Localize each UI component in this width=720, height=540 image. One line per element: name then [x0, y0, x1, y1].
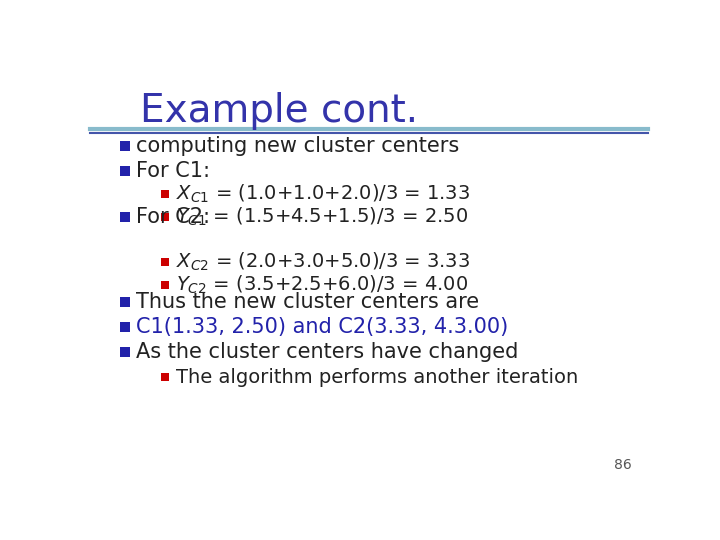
- Text: The algorithm performs another iteration: The algorithm performs another iteration: [176, 368, 579, 387]
- Text: C1(1.33, 2.50) and C2(3.33, 4.3.00): C1(1.33, 2.50) and C2(3.33, 4.3.00): [136, 317, 508, 337]
- Text: Thus the new cluster centers are: Thus the new cluster centers are: [136, 292, 479, 312]
- Text: As the cluster centers have changed: As the cluster centers have changed: [136, 342, 518, 362]
- Text: Example cont.: Example cont.: [140, 92, 418, 130]
- Text: $Y_{C1}$ = (1.5+4.5+1.5)/3 = 2.50: $Y_{C1}$ = (1.5+4.5+1.5)/3 = 2.50: [176, 205, 469, 228]
- Text: $Y_{C2}$ = (3.5+2.5+6.0)/3 = 4.00: $Y_{C2}$ = (3.5+2.5+6.0)/3 = 4.00: [176, 274, 469, 296]
- Text: For C1:: For C1:: [136, 161, 210, 181]
- Text: $X_{C1}$ = (1.0+1.0+2.0)/3 = 1.33: $X_{C1}$ = (1.0+1.0+2.0)/3 = 1.33: [176, 183, 471, 205]
- Text: $X_{C2}$ = (2.0+3.0+5.0)/3 = 3.33: $X_{C2}$ = (2.0+3.0+5.0)/3 = 3.33: [176, 251, 471, 273]
- Text: 86: 86: [613, 458, 631, 472]
- Text: computing new cluster centers: computing new cluster centers: [136, 136, 459, 156]
- Text: For C2:: For C2:: [136, 207, 210, 227]
